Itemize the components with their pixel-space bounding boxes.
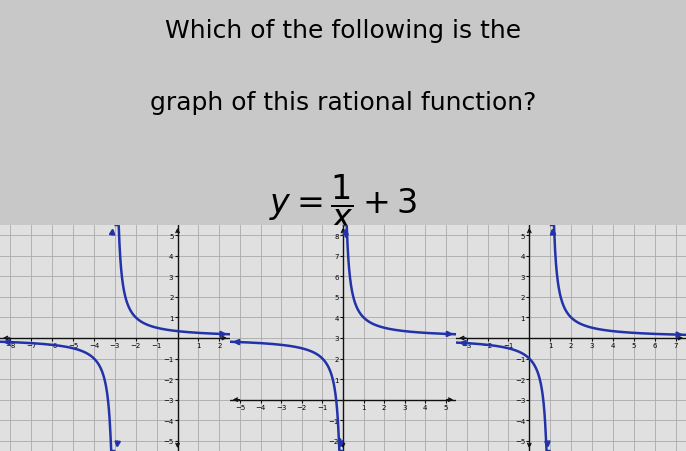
Text: $y = \dfrac{1}{x} + 3$: $y = \dfrac{1}{x} + 3$ [269,172,417,230]
Text: Which of the following is the: Which of the following is the [165,19,521,43]
Text: graph of this rational function?: graph of this rational function? [150,91,536,115]
